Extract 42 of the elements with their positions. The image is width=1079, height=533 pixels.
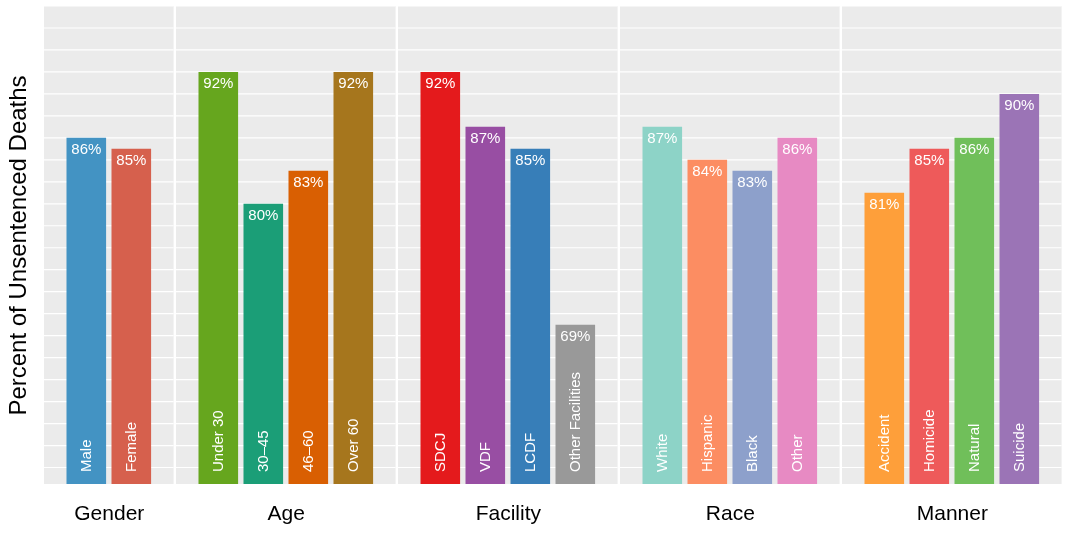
data-label: 92% (425, 73, 456, 91)
category-label: SDCJ (431, 432, 449, 472)
data-label: 83% (737, 172, 768, 190)
category-label: Female (122, 421, 140, 472)
category-label: VDF (476, 442, 494, 472)
x-axis-title: Race (705, 500, 755, 524)
data-label: 69% (560, 326, 591, 344)
category-label: Male (77, 439, 95, 472)
category-label: Hispanic (698, 414, 716, 472)
data-label: 86% (959, 139, 990, 157)
category-label: White (653, 433, 671, 472)
data-label: 83% (293, 172, 324, 190)
category-label: Suicide (1010, 422, 1028, 472)
x-axis-title: Gender (74, 500, 145, 524)
data-label: 92% (203, 73, 234, 91)
category-label: Black (743, 435, 761, 472)
x-axis-title: Manner (916, 500, 988, 524)
category-label: Natural (965, 423, 983, 472)
category-label: Accident (875, 414, 893, 472)
data-label: 86% (782, 139, 813, 157)
x-axis-title: Facility (475, 500, 542, 524)
data-label: 92% (338, 73, 369, 91)
x-axis-title: Age (267, 500, 305, 524)
data-label: 90% (1004, 95, 1035, 113)
data-label: 87% (647, 128, 678, 146)
data-label: 87% (470, 128, 501, 146)
data-label: 85% (515, 150, 546, 168)
category-label: Other (788, 434, 806, 472)
data-label: 80% (248, 205, 279, 223)
category-label: LCDF (521, 432, 539, 472)
category-label: Other Facilities (566, 371, 584, 472)
data-label: 86% (71, 139, 102, 157)
data-label: 85% (914, 150, 945, 168)
category-label: Homicide (920, 409, 938, 472)
category-label: 30–45 (254, 430, 272, 472)
y-axis-title: Percent of Unsentenced Deaths (3, 75, 31, 416)
category-label: 46–60 (299, 430, 317, 472)
data-label: 84% (692, 161, 723, 179)
category-label: Over 60 (344, 418, 362, 472)
data-label: 85% (116, 150, 147, 168)
data-label: 81% (869, 194, 900, 212)
category-label: Under 30 (209, 410, 227, 472)
